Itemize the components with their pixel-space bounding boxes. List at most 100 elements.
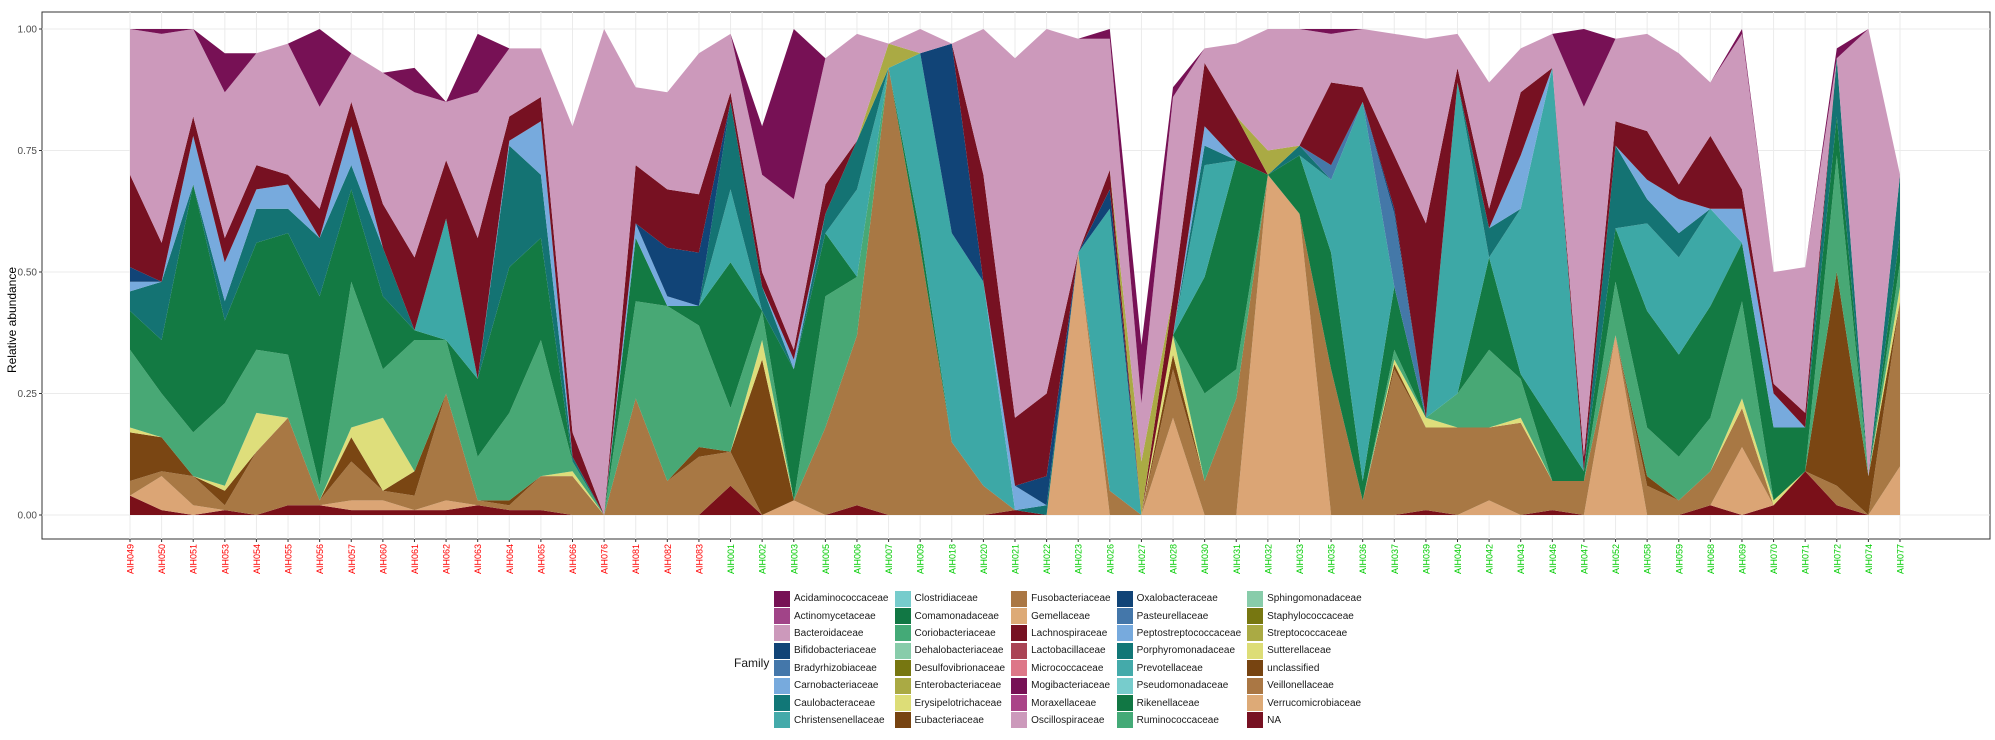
x-tick-label: AIH083 [694, 544, 704, 574]
area-prevotellaceae [130, 53, 1900, 516]
x-tick-label: AIH028 [1169, 544, 1179, 574]
legend-item: Sphingomonadaceae [1247, 590, 1362, 607]
legend-swatch [894, 608, 911, 625]
x-tick-label: AIH052 [1611, 544, 1621, 574]
x-tick-label: AIH072 [1832, 544, 1842, 574]
x-tick-label: AIH020 [979, 544, 989, 574]
legend-swatch [894, 625, 911, 642]
legend-label: Enterobacteriaceae [914, 680, 1002, 692]
legend-label: Clostridiaceae [914, 593, 978, 605]
x-tick-label: AIH049 [126, 544, 136, 574]
legend-item: Bradyrhizobiaceae [774, 660, 889, 677]
x-tick-label: AIH037 [1390, 544, 1400, 574]
legend-swatch [774, 625, 790, 642]
legend-label: Pasteurellaceae [1136, 610, 1209, 622]
x-tick-label: AIH074 [1864, 544, 1874, 574]
x-tick-label: AIH055 [284, 544, 294, 574]
x-tick-label: AIH047 [1579, 544, 1589, 574]
legend-swatch [1011, 642, 1028, 659]
x-tick-label: AIH070 [1769, 544, 1779, 574]
y-tick-label: 0.00 [18, 511, 38, 522]
x-tick-label: AIH057 [347, 544, 357, 574]
legend-swatch [1116, 660, 1133, 677]
legend-item: Christensenellaceae [774, 712, 889, 729]
legend-item: Gemellaceae [1011, 607, 1111, 625]
legend-swatch [774, 608, 790, 625]
y-tick-label: 1.00 [18, 25, 38, 36]
x-tick-label: AIH063 [473, 544, 483, 574]
legend-label: Carnobacteriaceae [794, 680, 879, 692]
area-series-group [130, 29, 1900, 516]
legend-swatch [894, 712, 911, 729]
legend-label: Veillonellaceae [1267, 680, 1334, 692]
x-tick-label: AIH002 [758, 544, 768, 574]
x-tick-label: AIH021 [1011, 544, 1021, 574]
x-tick-label: AIH006 [852, 544, 862, 574]
legend-label: Bacteroidaceae [794, 627, 864, 639]
legend-swatch [1247, 590, 1264, 607]
legend-label: Lactobacillaceae [1031, 645, 1106, 657]
legend-label: Rikenellaceae [1136, 697, 1200, 709]
legend-label: Porphyromonadaceae [1136, 645, 1236, 657]
legend-item: Actinomycetaceae [774, 607, 889, 625]
x-tick-label: AIH046 [1548, 544, 1558, 574]
legend-swatch [1011, 608, 1028, 625]
x-tick-label: AIH062 [442, 544, 452, 574]
legend-swatch [774, 590, 790, 607]
legend-swatch [894, 660, 911, 677]
legend-swatch [1116, 712, 1133, 729]
x-tick-label: AIH050 [157, 544, 167, 574]
area-na [130, 471, 1900, 515]
legend-item: Sutterellaceae [1247, 642, 1362, 659]
x-tick-label: AIH027 [1137, 544, 1147, 574]
legend-item: Bifidobacteriaceae [774, 642, 889, 659]
legend-label: Prevotellaceae [1136, 662, 1203, 674]
legend-label: Caulobacteraceae [794, 697, 876, 709]
legend-label: Bifidobacteriaceae [794, 645, 877, 657]
legend-label: Actinomycetaceae [794, 610, 876, 622]
legend-item: Micrococcaceae [1011, 660, 1111, 677]
x-tick-label: AIH040 [1453, 544, 1463, 574]
area-lachnospiraceae [130, 43, 1900, 515]
legend-item: Staphylococcaceae [1247, 607, 1362, 625]
y-tick-label: 0.75 [18, 146, 38, 157]
x-tick-label: AIH043 [1516, 544, 1526, 574]
legend-item: Carnobacteriaceae [774, 677, 889, 694]
x-tick-label: AIH069 [1737, 544, 1747, 574]
x-tick-label: AIH064 [505, 544, 515, 574]
legend-label: unclassified [1267, 662, 1320, 674]
legend-swatch [774, 677, 790, 694]
area-mogibacteriaceae [130, 29, 1900, 404]
area-ruminococcaceae [130, 67, 1900, 516]
legend-swatch [894, 642, 911, 659]
legend-swatch [1011, 625, 1028, 642]
x-tick-label: AIH042 [1485, 544, 1495, 574]
legend-label: Acidaminococcaceae [794, 593, 889, 605]
x-tick-label: AIH039 [1421, 544, 1431, 574]
legend-item: Comamonadaceae [894, 607, 1006, 625]
legend-item: Prevotellaceae [1116, 660, 1242, 677]
legend-label: Ruminococcaceae [1136, 714, 1219, 726]
legend-swatch [1247, 660, 1264, 677]
legend-label: Moraxellaceae [1031, 697, 1097, 709]
legend-label: Coriobacteriaceae [914, 627, 996, 639]
legend-label: Christensenellaceae [794, 714, 885, 726]
area-oscillospiraceae [130, 29, 1900, 515]
legend-swatch [1011, 590, 1028, 607]
x-tick-label: AIH077 [1896, 544, 1906, 574]
legend-item: Dehalobacteriaceae [894, 642, 1006, 659]
legend-label: Staphylococcaceae [1267, 610, 1354, 622]
x-tick-label: AIH068 [1706, 544, 1716, 574]
x-tick-label: AIH031 [1232, 544, 1242, 574]
legend-item: Veillonellaceae [1247, 677, 1362, 694]
x-tick-label: AIH032 [1263, 544, 1273, 574]
legend-swatch [1011, 660, 1028, 677]
area-veillonellaceae [130, 67, 1900, 516]
legend-label: Comamonadaceae [914, 610, 1000, 622]
legend-title: Family [734, 656, 770, 670]
legend-swatch [1247, 608, 1264, 625]
legend-label: Pseudomonadaceae [1136, 680, 1229, 692]
legend-label: Oscillospiraceae [1031, 714, 1105, 726]
legend-swatch [1011, 712, 1028, 729]
legend-swatch [774, 712, 790, 729]
